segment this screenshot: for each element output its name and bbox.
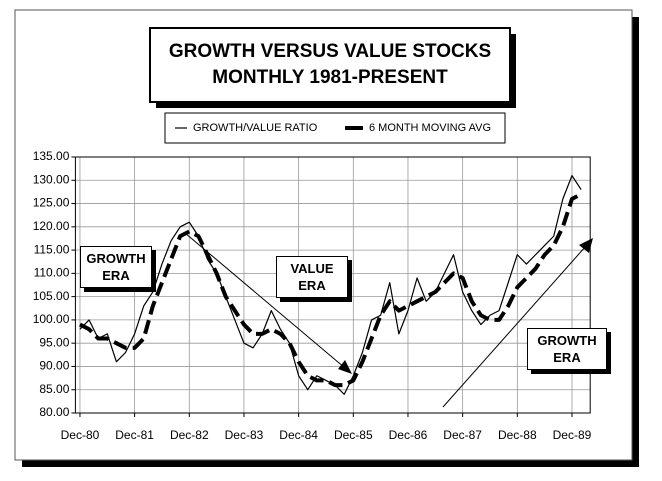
x-tick-label: Dec-81 <box>115 428 154 442</box>
x-tick-label: Dec-82 <box>170 428 209 442</box>
arrow-head <box>338 360 352 374</box>
y-tick-label: 100.00 <box>33 312 70 326</box>
y-tick-label: 115.00 <box>34 242 70 256</box>
y-tick-label: 110.00 <box>34 266 70 280</box>
x-tick-label: Dec-83 <box>225 428 264 442</box>
y-tick-label: 130.00 <box>33 172 70 186</box>
annotation: VALUE ERA <box>276 256 348 298</box>
y-tick-label: 125.00 <box>33 196 70 210</box>
plot: 80.00 85.00 90.00 95.00 100.00 105.00 110.00 11… <box>33 149 592 442</box>
legend-label: GROWTH/VALUE RATIO <box>193 122 318 134</box>
chart-title: GROWTH VERSUS VALUE STOCKS <box>169 41 491 62</box>
x-tick-label: Dec-84 <box>279 428 318 442</box>
y-tick-label: 90.00 <box>39 359 69 373</box>
x-tick-label: Dec-89 <box>553 428 592 442</box>
y-tick-label: 85.00 <box>39 382 69 396</box>
y-tick-label: 135.00 <box>33 149 70 163</box>
y-tick-label: 80.00 <box>39 405 69 419</box>
title-box <box>149 27 511 103</box>
trend-arrow <box>184 232 346 369</box>
x-tick-label: Dec-88 <box>498 428 537 442</box>
chart-subtitle: MONTHLY 1981-PRESENT <box>212 67 448 88</box>
plot-border <box>74 156 591 414</box>
x-tick-label: Dec-85 <box>334 428 373 442</box>
x-tick-label: Dec-87 <box>443 428 482 442</box>
arrow-head <box>579 238 593 253</box>
y-tick-label: 105.00 <box>33 289 70 303</box>
x-tick-label: Dec-80 <box>61 428 100 442</box>
legend-label: 6 MONTH MOVING AVG <box>369 122 491 134</box>
annotation: GROWTH ERA <box>527 328 607 370</box>
y-tick-label: 95.00 <box>39 335 69 349</box>
legend-box <box>164 112 506 144</box>
y-tick-label: 120.00 <box>33 219 70 233</box>
trend-arrow <box>442 245 587 408</box>
series-line <box>79 192 582 388</box>
x-tick-label: Dec-86 <box>389 428 428 442</box>
annotation: GROWTH ERA <box>80 246 152 288</box>
